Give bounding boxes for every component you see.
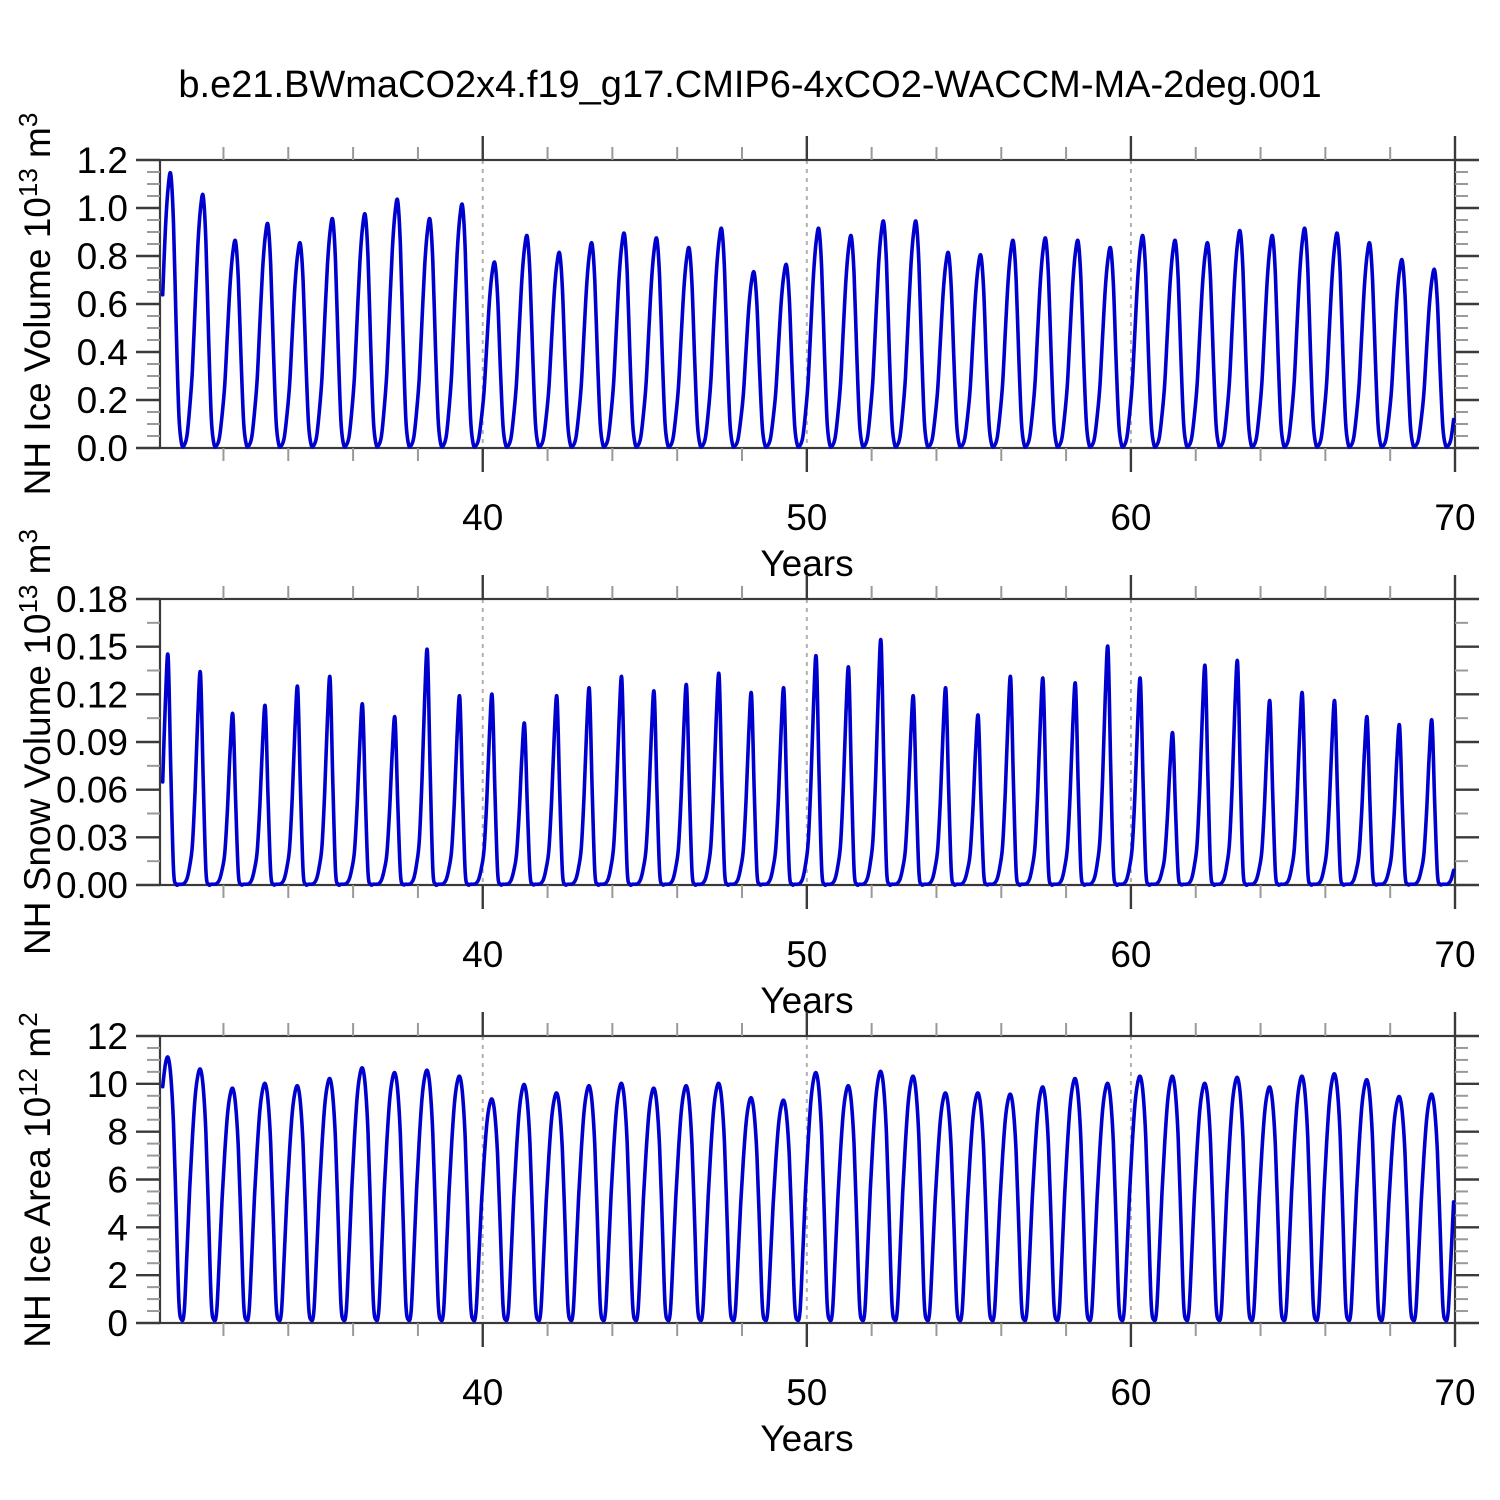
x-tick-label: 60	[1110, 1372, 1151, 1413]
panel-nh-snow-volume: 0.00 0.03 0.06 0.09 0.12 0.15 0.18 40 50 60 70 NH …	[13, 529, 1479, 1021]
x-tick-label: 40	[462, 1372, 503, 1413]
y-tick-label: 8	[107, 1112, 128, 1153]
y-tick-label: 0.6	[77, 284, 128, 325]
y-tick-label: 12	[87, 1016, 128, 1057]
panel-axes-ice-volume: 0.0 0.2 0.4 0.6 0.8 1.0 1.2 40 50 60 70	[77, 136, 1479, 538]
y-axis-title-snow-volume: NH Snow Volume 1013 m3	[13, 529, 58, 955]
y-tick-label: 0.09	[56, 722, 128, 763]
data-series-line-0	[160, 170, 1456, 449]
x-axis-title-ice-area: Years	[760, 1418, 853, 1459]
y-tick-label: 0.18	[56, 579, 128, 620]
data-series-line-2	[160, 1055, 1456, 1323]
y-tick-label: 6	[107, 1160, 128, 1201]
y-tick-label: 0.8	[77, 236, 128, 277]
y-tick-label: 0.06	[56, 770, 128, 811]
y-tick-label: 0.2	[77, 380, 128, 421]
panel-axes-ice-area: 0 2 4 6 8 10 12 40 50 60 70	[87, 1012, 1479, 1413]
x-tick-label: 60	[1110, 497, 1151, 538]
chart-title: b.e21.BWmaCO2x4.f19_g17.CMIP6-4xCO2-WACC…	[178, 64, 1321, 106]
x-tick-label: 70	[1434, 497, 1475, 538]
x-tick-label: 70	[1434, 934, 1475, 975]
y-tick-label: 1.2	[77, 140, 128, 181]
y-tick-label: 0.0	[77, 428, 128, 469]
panel-nh-ice-area: 0 2 4 6 8 10 12 40 50 60 70 NH Ice Area 1012 m2 Ye…	[13, 1012, 1479, 1459]
x-tick-label: 50	[786, 934, 827, 975]
y-tick-label: 0.12	[56, 674, 128, 715]
y-tick-label: 0.4	[77, 332, 128, 373]
x-tick-label: 50	[786, 1372, 827, 1413]
y-tick-label: 10	[87, 1064, 128, 1105]
y-tick-label: 1.0	[77, 188, 128, 229]
y-tick-label: 0.00	[56, 865, 128, 906]
y-axis-title-ice-volume: NH Ice Volume 1013 m3	[13, 113, 58, 496]
data-series-line-1	[160, 637, 1456, 888]
x-tick-label: 40	[462, 934, 503, 975]
y-tick-label: 0.03	[56, 817, 128, 858]
x-tick-label: 40	[462, 497, 503, 538]
y-axis-title-ice-area: NH Ice Area 1012 m2	[13, 1012, 58, 1347]
y-tick-label: 0	[107, 1303, 128, 1344]
y-tick-label: 0.15	[56, 627, 128, 668]
y-tick-label: 2	[107, 1255, 128, 1296]
panel-nh-ice-volume: 0.0 0.2 0.4 0.6 0.8 1.0 1.2 40 50 60 70 NH Ice Vol…	[13, 113, 1479, 584]
x-tick-label: 70	[1434, 1372, 1475, 1413]
x-tick-label: 50	[786, 497, 827, 538]
panel-axes-snow-volume: 0.00 0.03 0.06 0.09 0.12 0.15 0.18 40 50 60 70	[56, 575, 1479, 975]
x-tick-label: 60	[1110, 934, 1151, 975]
y-tick-label: 4	[107, 1207, 128, 1248]
